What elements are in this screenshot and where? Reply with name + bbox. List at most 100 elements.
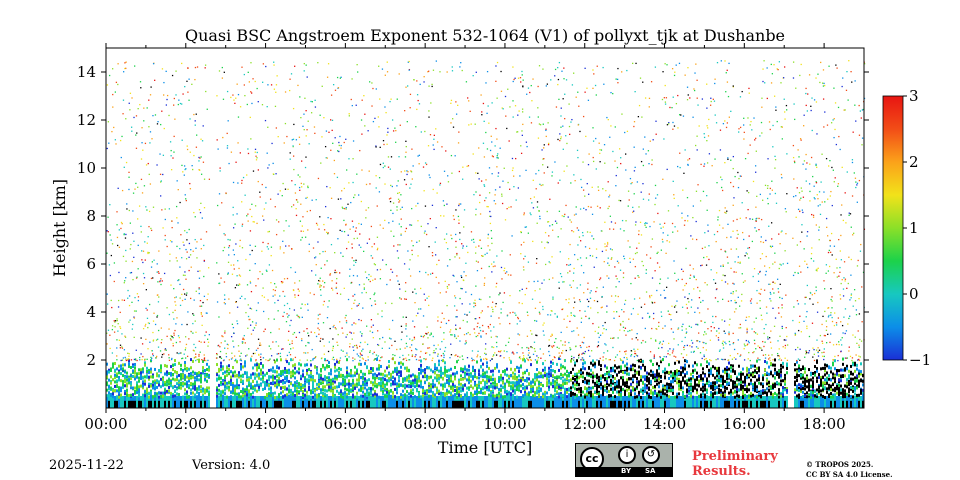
scatter-point [224, 347, 226, 349]
layer-cell [238, 371, 240, 375]
layer-cell [374, 384, 376, 388]
layer-cell [406, 375, 408, 379]
layer-cell [206, 362, 208, 366]
layer-cell [670, 396, 672, 408]
scatter-point [480, 298, 482, 301]
layer-cell [196, 372, 198, 376]
layer-cell [116, 372, 118, 376]
scatter-point [148, 210, 151, 213]
layer-cell [370, 388, 372, 392]
layer-cell [782, 393, 784, 397]
layer-cell [336, 389, 338, 393]
layer-cell [768, 380, 770, 384]
layer-cell [676, 369, 678, 373]
layer-cell [148, 382, 150, 386]
layer-cell [596, 390, 598, 394]
layer-cell [398, 375, 400, 379]
layer-cell [464, 396, 466, 408]
layer-cell [798, 389, 800, 393]
scatter-point [693, 288, 695, 290]
layer-cell [362, 400, 364, 408]
layer-cell [394, 396, 396, 408]
scatter-point [367, 356, 369, 358]
layer-cell [382, 385, 384, 389]
layer-cell [204, 377, 206, 381]
layer-cell [704, 393, 706, 397]
layer-cell [704, 383, 706, 387]
scatter-point [306, 129, 308, 131]
layer-cell [452, 389, 454, 393]
layer-cell [500, 384, 502, 388]
scatter-point [527, 358, 529, 361]
scatter-point [772, 124, 774, 127]
layer-cell [540, 382, 542, 386]
layer-cell [556, 396, 558, 408]
layer-cell [800, 368, 802, 372]
scatter-point [350, 98, 352, 101]
layer-cell [200, 380, 202, 384]
scatter-point [533, 347, 536, 350]
layer-cell [764, 360, 766, 364]
scatter-point [537, 85, 539, 88]
layer-cell [560, 386, 562, 390]
scatter-point [739, 261, 741, 263]
layer-cell [656, 373, 658, 377]
layer-cell [630, 389, 632, 393]
layer-cell [478, 372, 480, 376]
scatter-point [829, 251, 832, 253]
layer-cell [472, 369, 474, 373]
layer-cell [234, 394, 236, 398]
layer-cell [716, 396, 718, 408]
layer-cell [516, 377, 518, 381]
scatter-point [607, 118, 609, 121]
layer-cell [454, 372, 456, 376]
layer-cell [816, 392, 818, 396]
layer-cell [622, 396, 624, 408]
layer-cell [716, 380, 718, 384]
layer-cell [762, 374, 764, 378]
scatter-point [125, 260, 127, 262]
layer-cell [262, 396, 264, 408]
layer-cell [374, 394, 376, 398]
layer-cell [134, 390, 136, 394]
scatter-point [658, 342, 661, 345]
layer-cell [216, 386, 218, 390]
scatter-point [742, 124, 745, 126]
layer-cell [574, 361, 576, 365]
layer-cell [692, 375, 694, 379]
scatter-point [356, 305, 358, 307]
layer-cell [462, 385, 464, 389]
layer-cell [190, 366, 192, 370]
scatter-point [658, 266, 661, 268]
layer-cell [116, 385, 118, 389]
layer-cell [338, 396, 340, 408]
layer-cell [194, 400, 196, 408]
scatter-point [825, 329, 828, 332]
layer-cell [530, 385, 532, 389]
layer-cell [720, 388, 722, 392]
layer-cell [362, 390, 364, 394]
layer-cell [528, 377, 530, 381]
layer-cell [768, 383, 770, 387]
layer-cell [624, 364, 626, 368]
scatter-point [622, 276, 625, 279]
layer-cell [554, 384, 556, 388]
scatter-point [239, 245, 241, 247]
layer-cell [612, 390, 614, 394]
layer-cell [372, 383, 374, 387]
layer-cell [270, 375, 272, 379]
scatter-point [353, 344, 356, 347]
layer-cell [726, 367, 728, 371]
layer-cell [734, 395, 736, 399]
layer-cell [608, 396, 610, 408]
layer-cell [454, 393, 456, 397]
layer-cell [756, 378, 758, 382]
scatter-point [297, 201, 299, 203]
layer-cell [742, 393, 744, 397]
layer-cell [744, 377, 746, 381]
layer-cell [510, 385, 512, 389]
layer-cell [528, 372, 530, 376]
layer-cell [614, 364, 616, 368]
layer-cell [592, 396, 594, 408]
scatter-point [347, 241, 350, 243]
